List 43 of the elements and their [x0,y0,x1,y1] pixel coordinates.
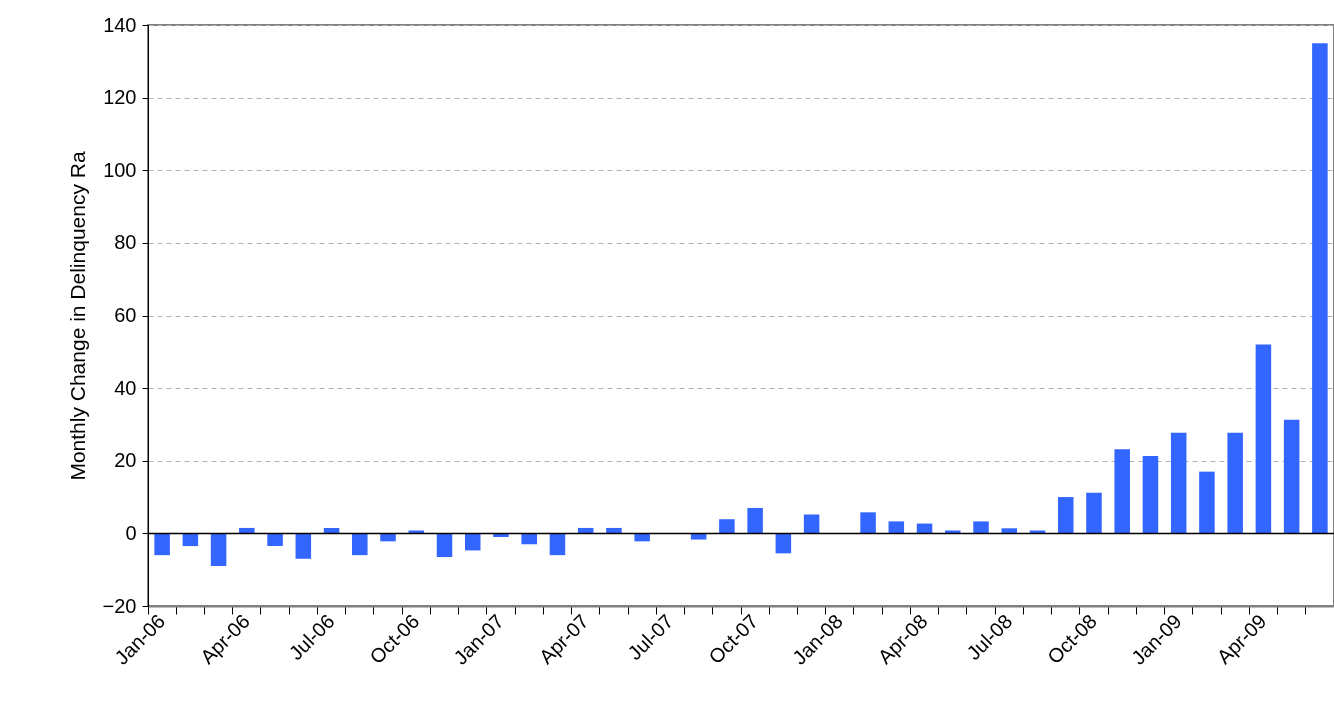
y-tick-label: −20 [102,594,137,617]
bar [408,530,425,534]
bar [860,512,876,534]
bar [464,533,481,551]
bar [239,527,255,534]
bar [267,533,283,547]
bar [182,533,199,547]
bar [1227,432,1243,534]
bar [803,514,820,534]
bar [1057,497,1074,534]
y-tick-label: 20 [114,449,137,472]
bar [606,527,622,534]
y-tick-label: 0 [125,521,137,544]
bar [1255,344,1272,534]
y-tick-label: 60 [114,304,137,326]
bar [1086,492,1102,534]
bar [973,521,989,534]
bar [295,533,312,559]
bar [775,533,792,554]
bar [1001,528,1018,534]
bar [1199,471,1215,534]
bar [1283,419,1300,534]
bar [549,533,566,556]
bar [747,507,763,534]
bar [1312,43,1328,534]
bar [1029,530,1046,534]
bar [1142,456,1159,534]
bar [210,533,227,567]
bar [719,519,735,534]
bar [1170,432,1187,534]
bar [436,533,453,557]
bar [154,533,170,556]
bar [945,530,961,534]
y-tick-label: 120 [103,86,137,109]
bar [352,533,368,556]
y-tick-label: 80 [114,231,137,254]
bar [521,533,537,545]
y-tick-label: 40 [114,376,137,399]
y-axis-title: Monthly Change in Delinquency Ra [65,151,89,481]
bar [888,521,905,534]
y-tick-label: 100 [103,158,137,181]
bar [1114,449,1130,534]
y-tick-label: 140 [103,13,137,36]
